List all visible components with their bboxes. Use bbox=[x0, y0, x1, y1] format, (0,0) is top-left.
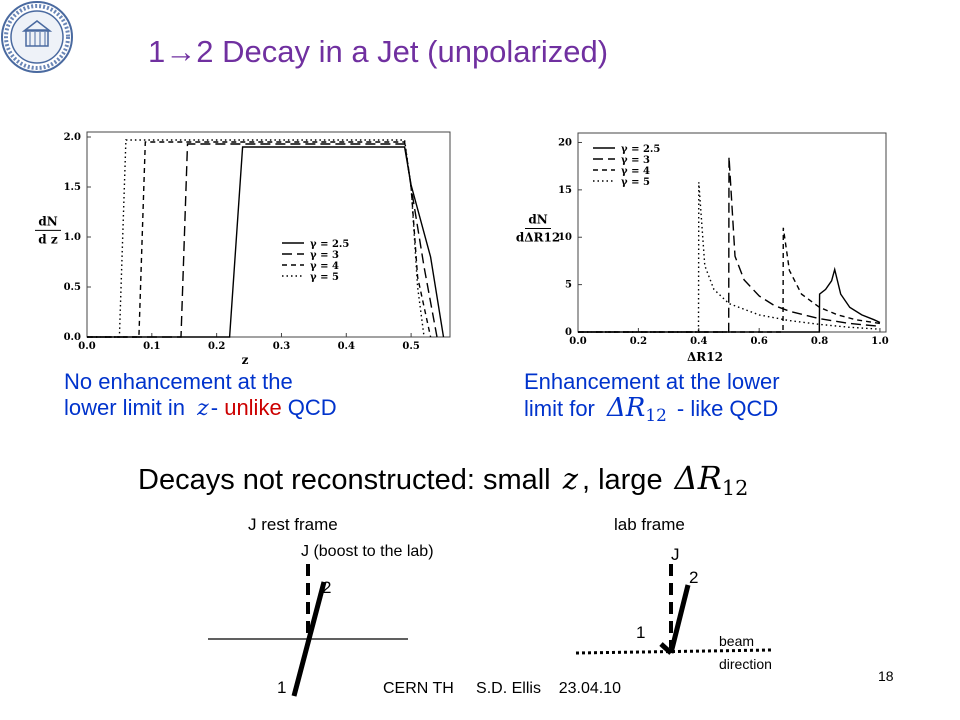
beam-label-line1: beam bbox=[719, 633, 755, 649]
x-tick-label: 0.1 bbox=[143, 341, 160, 352]
left-caption-text-c: QCD bbox=[281, 395, 337, 420]
x-tick-label: 0.2 bbox=[208, 341, 225, 352]
x-tick-label: 0.0 bbox=[569, 336, 586, 347]
series-line-1 bbox=[87, 146, 445, 338]
right-caption-deltaR-sub: 12 bbox=[645, 405, 667, 426]
legend-label: γ = 2.5 bbox=[310, 239, 349, 250]
left-caption-line1: No enhancement at the bbox=[64, 369, 293, 394]
x-tick-label: 0.3 bbox=[273, 341, 290, 352]
y-tick-label: 2.0 bbox=[64, 132, 81, 143]
series-line-3 bbox=[87, 141, 432, 338]
y-tick-label: 1.0 bbox=[64, 232, 81, 243]
series-line-3 bbox=[578, 227, 881, 333]
beam-label-line2: direction bbox=[719, 656, 772, 672]
legend: γ = 2.5γ = 3γ = 4γ = 5 bbox=[282, 239, 349, 283]
legend-label: γ = 5 bbox=[621, 177, 650, 188]
right-caption: Enhancement at the lower limit for ΔR12-… bbox=[524, 369, 780, 428]
y-tick-label: 20 bbox=[558, 137, 572, 148]
x-tick-label: 0.5 bbox=[402, 341, 419, 352]
x-tick-label: 0.2 bbox=[630, 336, 647, 347]
right-caption-text-a: limit for bbox=[524, 396, 595, 421]
rest-label-2: 2 bbox=[322, 578, 332, 597]
beam-direction-line bbox=[575, 648, 773, 655]
lab-label-1: 1 bbox=[636, 623, 646, 642]
lab-particle-1-line bbox=[659, 642, 673, 655]
y-tick-label: 0.5 bbox=[64, 282, 81, 293]
university-seal-logo bbox=[0, 0, 74, 74]
footer: CERN TH S.D. Ellis 23.04.10 bbox=[383, 680, 622, 697]
series-line-2 bbox=[578, 156, 881, 333]
x-tick-label: 0.4 bbox=[690, 336, 707, 347]
chart-deltaR-svg: 0.0 0.2 0.4 0.6 0.8 1.0 0 5 10 15 20 dN dΔR12 ΔR12 γ =… bbox=[516, 132, 889, 364]
summary-text-b: , large bbox=[581, 464, 663, 496]
decay-products-line bbox=[291, 581, 327, 697]
x-tick-label: 0.6 bbox=[750, 336, 767, 347]
legend: γ = 2.5γ = 3γ = 4γ = 5 bbox=[593, 144, 660, 188]
y-tick-label: 0 bbox=[565, 327, 572, 338]
page-number: 18 bbox=[878, 668, 894, 684]
y-tick-label: 10 bbox=[558, 232, 572, 243]
slide-title: 1→2 Decay in a Jet (unpolarized) bbox=[148, 34, 609, 69]
lab-particle-2-line bbox=[668, 584, 691, 654]
left-caption-text-b: - bbox=[210, 395, 225, 420]
series-line-4 bbox=[87, 139, 425, 338]
rest-frame-diagram bbox=[208, 564, 408, 697]
x-tick-label: 1.0 bbox=[871, 336, 888, 347]
lab-frame-diagram bbox=[575, 564, 773, 655]
rest-label-1: 1 bbox=[277, 678, 287, 697]
y-axis-label: dN dΔR12 bbox=[516, 213, 560, 245]
lab-frame-title: lab frame bbox=[614, 515, 685, 534]
y-label-numerator: dN bbox=[528, 213, 547, 227]
summary-z-symbol: z bbox=[562, 462, 578, 496]
x-tick-label: 0.8 bbox=[811, 336, 828, 347]
y-axis-label: dN d z bbox=[35, 214, 61, 246]
plot-frame bbox=[86, 131, 451, 338]
y-label-denominator: dΔR12 bbox=[516, 231, 560, 245]
right-caption-deltaR-symbol: ΔR12 bbox=[607, 393, 667, 426]
left-caption-line2: lower limit in z- unlike QCD bbox=[64, 395, 337, 422]
y-tick-label: 1.5 bbox=[64, 182, 81, 193]
right-caption-line1: Enhancement at the lower bbox=[524, 369, 780, 394]
right-caption-text-b: - like QCD bbox=[676, 396, 779, 421]
rest-frame-title: J rest frame bbox=[248, 515, 338, 534]
lab-label-j: J bbox=[671, 545, 680, 564]
legend-label: γ = 2.5 bbox=[621, 144, 660, 155]
legend-label: γ = 3 bbox=[310, 250, 339, 261]
legend-label: γ = 4 bbox=[310, 261, 339, 272]
left-caption-text-a: lower limit in bbox=[64, 395, 186, 420]
y-tick-label: 15 bbox=[558, 185, 572, 196]
y-label-denominator: d z bbox=[38, 232, 58, 246]
right-caption-line2: limit for ΔR12 - like QCD bbox=[524, 395, 780, 428]
x-tick-label: 0.4 bbox=[338, 341, 355, 352]
series-line-2 bbox=[87, 143, 438, 338]
summary-text-a: Decays not reconstructed: small bbox=[138, 464, 551, 496]
right-caption-deltaR-main: ΔR bbox=[607, 393, 646, 423]
boost-label: J (boost to the lab) bbox=[301, 543, 434, 560]
x-axis-label: ΔR12 bbox=[687, 350, 723, 364]
x-tick-label: 0.0 bbox=[78, 341, 95, 352]
chart-deltaR-distribution: 0.0 0.2 0.4 0.6 0.8 1.0 0 5 10 15 20 dN dΔR12 ΔR12 γ =… bbox=[505, 125, 895, 370]
left-caption-z-symbol: z bbox=[197, 396, 209, 421]
left-caption-unlike: unlike bbox=[224, 395, 282, 420]
summary-deltaR-main: ΔR bbox=[674, 459, 722, 497]
lab-label-2: 2 bbox=[689, 568, 699, 587]
legend-label: γ = 5 bbox=[310, 272, 339, 283]
y-label-numerator: dN bbox=[38, 214, 57, 228]
summary-deltaR-symbol: ΔR12 bbox=[674, 459, 749, 501]
legend-label: γ = 3 bbox=[621, 155, 650, 166]
left-caption: No enhancement at the lower limit in z- … bbox=[64, 369, 337, 422]
summary-deltaR-sub: 12 bbox=[721, 476, 749, 501]
y-tick-label: 5 bbox=[565, 280, 572, 291]
chart-z-distribution: 0.0 0.1 0.2 0.3 0.4 0.5 0.0 0.5 1.0 1.5 2.0 dN d z z γ… bbox=[30, 122, 460, 367]
chart-z-svg: 0.0 0.1 0.2 0.3 0.4 0.5 0.0 0.5 1.0 1.5 2.0 dN d z z γ… bbox=[35, 131, 451, 367]
y-tick-label: 0.0 bbox=[64, 332, 81, 343]
x-axis-label: z bbox=[242, 353, 249, 367]
summary-line: Decays not reconstructed: small z, large… bbox=[138, 459, 748, 500]
legend-label: γ = 4 bbox=[621, 166, 650, 177]
